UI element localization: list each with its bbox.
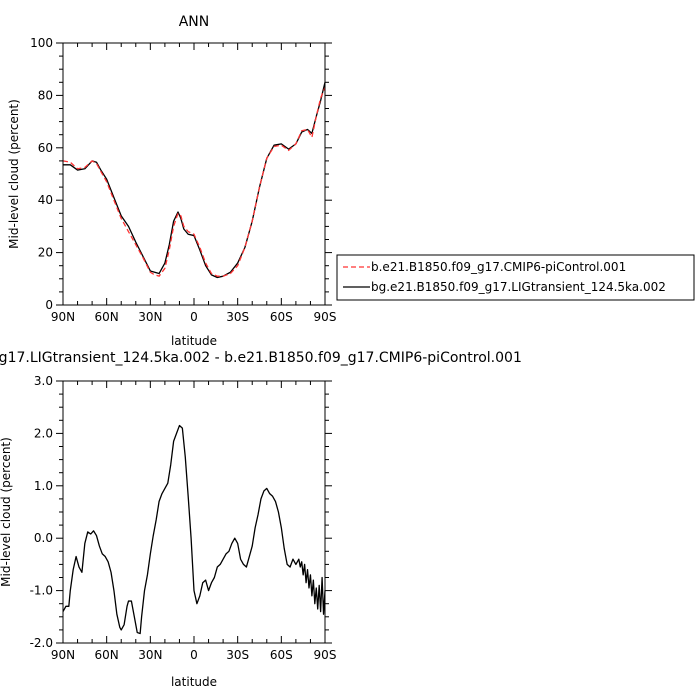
bottom-y-tick-label: 1.0 xyxy=(34,479,53,493)
bottom-x-tick-label: 60S xyxy=(270,648,293,662)
top-x-tick-label: 90S xyxy=(314,310,337,324)
top-y-tick-label: 40 xyxy=(38,193,53,207)
top-series-line-1 xyxy=(62,87,326,277)
bottom-y-tick-label: -1.0 xyxy=(30,584,53,598)
legend-label-series-1: b.e21.B1850.f09_g17.CMIP6-piControl.001 xyxy=(371,260,626,274)
top-x-tick-label: 90N xyxy=(51,310,75,324)
top-x-tick-label: 60N xyxy=(95,310,119,324)
top-y-tick-label: 80 xyxy=(38,88,53,102)
legend: b.e21.B1850.f09_g17.CMIP6-piControl.001 … xyxy=(336,254,695,301)
bottom-y-tick-label: 2.0 xyxy=(34,426,53,440)
top-y-tick-label: 0 xyxy=(45,298,53,312)
bottom-y-axis-label: Mid-level cloud (percent) xyxy=(0,437,13,587)
bottom-series-lines xyxy=(62,424,326,635)
bottom-x-tick-label: 0 xyxy=(190,648,198,662)
top-series-lines xyxy=(62,82,326,279)
top-axis-ticks: 90N 60N 30N 0 30S 60S 90S 0 20 40 60 80 100 xyxy=(30,36,336,324)
bottom-x-tick-label: 30S xyxy=(226,648,249,662)
top-y-tick-label: 100 xyxy=(30,36,53,50)
bottom-chart-title: bg.e21.B1850.f09_g17.LIGtransient_124.5k… xyxy=(0,350,522,366)
bottom-x-tick-label: 90S xyxy=(314,648,337,662)
bottom-series-line-1 xyxy=(62,424,326,635)
top-x-tick-label: 0 xyxy=(190,310,198,324)
bottom-x-tick-label: 60N xyxy=(95,648,119,662)
bottom-plot-frame xyxy=(62,380,326,644)
bottom-x-tick-label: 90N xyxy=(51,648,75,662)
top-x-tick-label: 30N xyxy=(138,310,162,324)
legend-label-series-2: bg.e21.B1850.f09_g17.LIGtransient_124.5k… xyxy=(371,280,666,294)
legend-box xyxy=(336,254,695,301)
bottom-y-tick-label: -2.0 xyxy=(30,636,53,650)
top-chart-title: ANN xyxy=(179,14,210,30)
bottom-y-tick-label: 0.0 xyxy=(34,531,53,545)
top-x-tick-label: 60S xyxy=(270,310,293,324)
top-y-axis-label: Mid-level cloud (percent) xyxy=(7,99,21,249)
bottom-x-axis-label: latitude xyxy=(171,675,217,689)
top-series-line-2 xyxy=(63,82,326,279)
top-x-axis-label: latitude xyxy=(171,334,217,348)
top-y-tick-label: 60 xyxy=(38,141,53,155)
top-panel: ANN Mid-level cloud (percent) latitude 9… xyxy=(7,14,336,348)
bottom-panel: bg.e21.B1850.f09_g17.LIGtransient_124.5k… xyxy=(0,350,522,689)
top-plot-frame xyxy=(62,42,326,306)
bottom-axis-ticks: 90N 60N 30N 0 30S 60S 90S -2.0 -1.0 0.0 1.0 2.0 3.0 xyxy=(30,374,337,662)
bottom-y-tick-label: 3.0 xyxy=(34,374,53,388)
bottom-x-tick-label: 30N xyxy=(138,648,162,662)
top-x-tick-label: 30S xyxy=(226,310,249,324)
top-y-tick-label: 20 xyxy=(38,246,53,260)
